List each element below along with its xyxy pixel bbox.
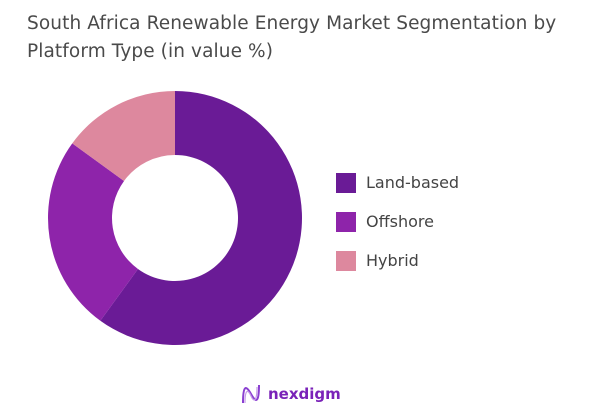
legend-label: Hybrid: [366, 251, 419, 270]
nexdigm-logo-icon: [242, 384, 260, 404]
legend-item-land-based: Land-based: [336, 163, 459, 202]
legend-swatch: [336, 250, 356, 271]
donut-slice-hybrid: [72, 91, 175, 181]
donut-slice-offshore: [47, 143, 138, 321]
legend-item-hybrid: Hybrid: [336, 241, 459, 280]
legend-swatch: [336, 172, 356, 193]
legend-swatch: [336, 211, 356, 232]
legend-label: Land-based: [366, 173, 460, 192]
nexdigm-logo: nexdigm: [240, 383, 341, 405]
legend: Land-based Offshore Hybrid: [336, 163, 459, 280]
chart-title: South Africa Renewable Energy Market Seg…: [27, 13, 557, 62]
donut-slice-land-based: [100, 90, 303, 345]
logo-text: nexdigm: [268, 385, 341, 403]
legend-label: Offshore: [366, 212, 434, 231]
legend-item-offshore: Offshore: [336, 202, 459, 241]
